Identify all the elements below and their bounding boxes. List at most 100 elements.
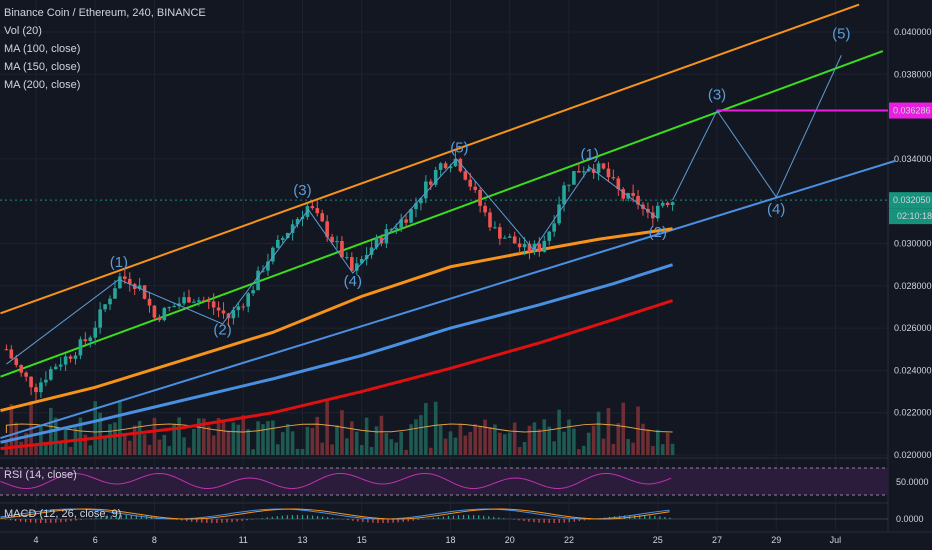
candle-body	[631, 192, 635, 196]
x-tick-label: 25	[653, 535, 663, 545]
volume-bar	[58, 441, 63, 455]
candle-body	[211, 301, 216, 308]
x-tick-label: Jul	[830, 535, 842, 545]
wave-label: (4)	[767, 201, 785, 218]
volume-bar	[503, 434, 507, 455]
candle-body	[19, 365, 23, 373]
candle-body	[127, 278, 132, 285]
candle-body	[113, 288, 117, 299]
volume-bar	[34, 443, 38, 455]
indicator-vol[interactable]: Vol (20)	[4, 25, 42, 37]
volume-bar	[320, 442, 325, 455]
candle-body	[616, 178, 621, 190]
indicator-ma150[interactable]: MA (150, close)	[4, 61, 81, 73]
candle-body	[231, 310, 236, 319]
volume-bar	[567, 419, 571, 455]
rsi-level-label: 50.0000	[896, 477, 929, 487]
candle-body	[58, 364, 63, 367]
candle-body	[68, 356, 73, 359]
volume-bar	[586, 432, 591, 455]
volume-bar	[113, 422, 117, 455]
candle-body	[261, 270, 265, 272]
volume-bar	[591, 425, 596, 455]
candle-body	[266, 261, 270, 271]
volume-bar	[172, 423, 176, 455]
candle-body	[9, 349, 14, 359]
volume-bar	[394, 442, 399, 455]
candle-body	[468, 179, 473, 187]
candle-body	[478, 189, 482, 206]
volume-bar	[251, 449, 255, 455]
candle-body	[236, 306, 241, 311]
candle-body	[201, 300, 206, 302]
candle-body	[49, 369, 53, 380]
candle-body	[108, 298, 112, 305]
volume-bar	[399, 431, 403, 455]
candle-body	[73, 355, 78, 359]
candle-body	[206, 300, 211, 302]
volume-bar	[300, 448, 305, 455]
x-tick-label: 6	[93, 535, 98, 545]
candle-body	[463, 171, 468, 180]
volume-bar	[552, 441, 556, 455]
candle-body	[34, 387, 38, 393]
volume-bar	[236, 424, 241, 455]
volume-bar	[493, 424, 497, 455]
candle-body	[221, 310, 226, 314]
candle-body	[655, 205, 660, 219]
candle-body	[433, 169, 438, 185]
candle-body	[512, 236, 517, 244]
candle-body	[350, 257, 354, 271]
volume-bar	[137, 420, 142, 455]
volume-bar	[557, 409, 561, 455]
volume-bar	[147, 444, 152, 455]
rsi-line	[0, 472, 672, 490]
volume-bar	[197, 418, 201, 455]
indicator-ma200[interactable]: MA (200, close)	[4, 79, 81, 91]
wave-label: (2)	[649, 224, 667, 241]
volume-bar	[127, 440, 132, 455]
candle-body	[103, 304, 107, 310]
candle-body	[364, 254, 369, 260]
channel-lower-line	[0, 160, 895, 440]
candle-body	[621, 189, 626, 199]
candle-body	[374, 237, 379, 248]
macd-signal-line	[0, 508, 670, 520]
candle-body	[192, 301, 196, 303]
symbol-title[interactable]: Binance Coin / Ethereum, 240, BINANCE	[4, 7, 206, 19]
volume-bar	[433, 401, 438, 455]
channel-middle-line	[0, 50, 884, 378]
volume-bar	[310, 428, 315, 455]
volume-bar	[231, 422, 236, 455]
volume-bar	[453, 437, 458, 455]
candle-body	[611, 177, 616, 179]
volume-bar	[221, 420, 226, 455]
volume-bar	[364, 417, 369, 455]
volume-bar	[162, 434, 167, 455]
macd-label: MACD (12, 26, close, 9)	[4, 508, 121, 520]
candle-body	[488, 212, 492, 228]
volume-bar	[646, 429, 650, 455]
candle-body	[453, 158, 458, 167]
target-price-text: 0.036286	[893, 106, 931, 116]
price-axis[interactable]: 0.020000 0.022000 0.024000 0.026000 0.028000…	[889, 27, 932, 460]
candle-body	[137, 285, 142, 290]
candle-body	[39, 382, 43, 393]
time-axis[interactable]: 4 6 8 11 13 15 18 20 22 25 27 29 Jul	[33, 535, 841, 545]
wave-label: (3)	[293, 182, 311, 199]
volume-bar	[424, 403, 428, 455]
rsi-band	[0, 468, 888, 495]
macd-level-label: 0.0000	[896, 514, 924, 524]
volume-bar	[261, 424, 265, 455]
volume-bar	[167, 446, 172, 455]
volume-bar	[98, 412, 102, 455]
indicator-ma100[interactable]: MA (100, close)	[4, 43, 81, 55]
volume-bar	[123, 433, 127, 455]
volume-bar	[182, 437, 186, 455]
candle-body	[88, 337, 93, 342]
volume-bar	[305, 426, 310, 455]
ma200-line	[0, 299, 674, 451]
candle-body	[601, 163, 606, 169]
y-tick-label: 0.034000	[894, 154, 932, 164]
